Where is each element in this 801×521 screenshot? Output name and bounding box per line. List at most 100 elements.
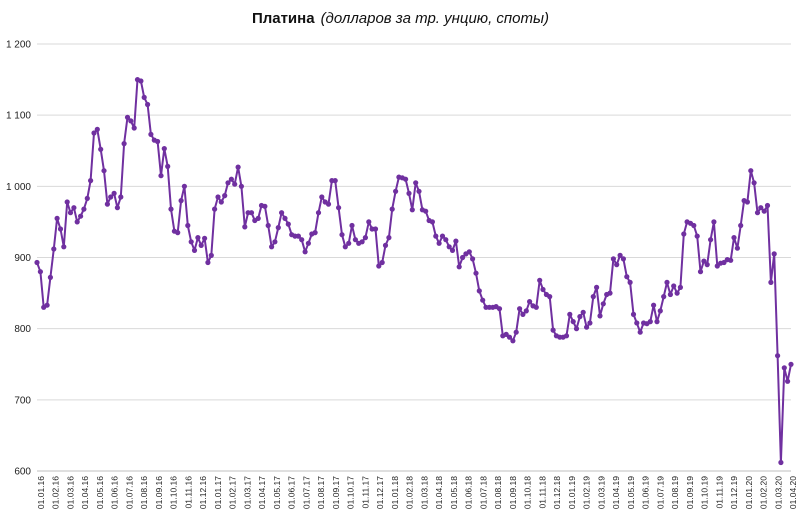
data-point [523,308,529,314]
data-point [476,288,482,294]
data-point [232,181,238,187]
data-point [667,291,674,298]
x-tick-label: 01.07.18 [478,476,488,509]
data-point [403,176,409,182]
data-point [54,215,60,221]
data-point [439,233,446,239]
data-point [37,269,44,275]
data-point [336,205,342,211]
data-point [697,269,704,275]
data-point [754,210,761,216]
data-point [128,118,134,124]
x-tick-label: 01.05.18 [449,476,459,509]
data-point [775,353,781,359]
data-point [98,146,104,152]
data-point [563,333,570,339]
data-point [57,226,64,232]
data-point [124,114,131,120]
chart-title: Платина [251,10,315,27]
data-point [517,306,523,312]
x-tick-label: 01.03.16 [65,476,75,509]
data-point [406,190,412,196]
data-point [114,205,120,211]
data-point [654,319,660,325]
x-tick-label: 01.11.19 [714,476,724,509]
data-point [362,235,368,241]
data-point [751,180,757,186]
data-point [44,302,50,308]
data-point [510,338,516,344]
data-point [600,301,606,307]
data-point [285,221,291,227]
x-tick-label: 01.03.17 [242,476,252,509]
x-tick-label: 01.01.18 [390,476,400,509]
data-point [470,256,476,262]
x-tick-label: 01.01.19 [567,476,577,509]
data-point [533,304,539,310]
data-point [118,194,124,200]
data-point [379,259,385,266]
data-point [691,222,697,229]
y-tick-label: 600 [14,467,31,478]
data-point [584,324,590,330]
data-point [664,279,670,285]
x-tick-label: 01.11.18 [537,476,547,509]
x-tick-label: 01.04.18 [434,476,444,509]
data-point [634,320,640,326]
data-point [94,126,100,132]
x-tick-label: 01.03.19 [596,476,606,509]
data-point [279,210,285,216]
data-point [248,210,255,216]
y-tick-label: 1 100 [6,111,31,122]
data-point [708,237,714,243]
x-tick-label: 01.12.16 [198,476,208,509]
x-tick-label: 01.10.18 [523,476,533,509]
data-point [205,259,211,266]
x-tick-label: 01.11.16 [183,476,193,509]
data-point [657,308,663,314]
data-point [272,239,278,245]
x-tick-label: 01.11.17 [360,476,370,509]
x-tick-label: 01.08.18 [493,476,503,509]
data-point [275,225,281,231]
data-point [64,199,70,205]
data-point [607,290,613,296]
data-point [185,222,191,229]
data-point [496,306,503,312]
data-point [212,206,218,212]
data-point [423,208,429,214]
data-point [758,205,764,211]
x-tick-label: 01.07.17 [301,476,311,509]
y-tick-label: 700 [14,395,31,406]
data-point [295,233,301,239]
data-point [188,239,194,245]
x-tick-label: 01.05.19 [626,476,636,509]
data-point [228,176,234,182]
data-point [694,233,700,239]
data-point [366,219,372,225]
data-point [319,194,325,200]
data-point [778,459,784,466]
data-point [315,210,322,216]
data-point [339,232,345,238]
data-point [443,237,449,243]
data-point [409,207,415,213]
data-point [51,246,57,252]
data-point [262,203,268,209]
data-point [617,252,623,258]
data-point [768,279,774,285]
data-point [614,262,620,268]
data-point [218,199,224,205]
data-point [255,215,261,221]
data-point [567,311,573,317]
data-point [785,378,791,384]
x-tick-label: 01.04.20 [788,476,798,509]
data-point [78,213,84,219]
x-tick-label: 01.05.17 [272,476,282,509]
data-point [389,206,395,212]
data-point [225,180,231,186]
data-point [84,195,90,201]
x-tick-label: 01.06.16 [110,476,120,509]
data-point [47,274,54,280]
x-tick-label: 01.05.16 [95,476,105,509]
